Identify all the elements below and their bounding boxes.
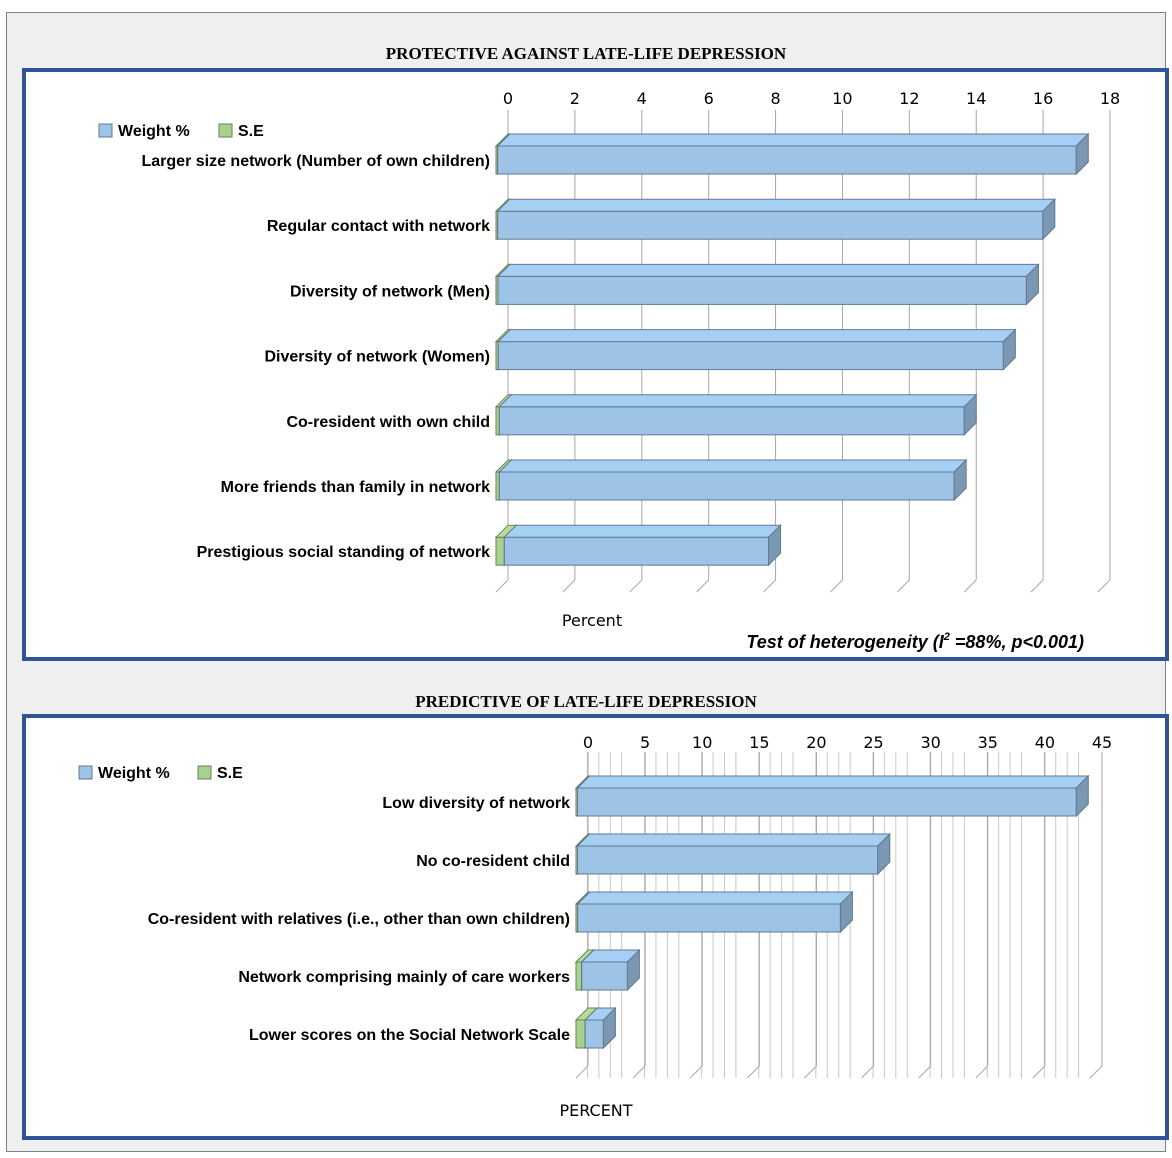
x-axis-title: Percent (562, 611, 622, 630)
floor-gridline (562, 579, 576, 593)
category-label: Diversity of network (Women) (264, 349, 490, 366)
category-label: Diversity of network (Men) (290, 283, 490, 300)
floor-gridline (689, 1065, 703, 1079)
x-tick-label: 10 (832, 89, 852, 108)
chart-title-protective: PROTECTIVE AGAINST LATE-LIFE DEPRESSION (385, 44, 787, 63)
bar-weight (496, 197, 1057, 241)
category-label: Low diversity of network (382, 795, 570, 812)
floor-gridline (1097, 579, 1111, 593)
category-label: Co-resident with own child (286, 414, 490, 431)
legend-label-weight: Weight % (98, 765, 170, 782)
bar-weight (497, 328, 1017, 371)
x-tick-label: 18 (1100, 89, 1120, 108)
bar-weight (576, 774, 1090, 818)
x-tick-label: 4 (637, 89, 647, 108)
legend-label-se: S.E (217, 765, 243, 782)
x-tick-label: 15 (749, 733, 769, 752)
floor-gridline (975, 1065, 989, 1079)
heterogeneity-note: Test of heterogeneity (I2 =88%, p<0.001) (746, 631, 1084, 652)
legend-swatch-weight (78, 765, 93, 780)
bar-weight (580, 948, 641, 992)
x-tick-label: 8 (770, 89, 780, 108)
chart-predictive: 0 5 10 15 20 25 30 35 40 45 Weight % S.E Low diversi… (78, 733, 1112, 1120)
category-label: Co-resident with relatives (i.e., other … (148, 911, 570, 928)
bar-weight (576, 832, 891, 876)
category-label: Network comprising mainly of care worker… (238, 969, 570, 986)
legend-swatch-weight (98, 123, 113, 138)
floor-gridline (629, 579, 643, 593)
category-label: Lower scores on the Social Network Scale (249, 1027, 570, 1044)
x-tick-label: 0 (583, 733, 593, 752)
x-tick-label: 20 (806, 733, 826, 752)
x-tick-label: 25 (863, 733, 883, 752)
x-tick-label: 0 (503, 89, 513, 108)
x-tick-label: 5 (640, 733, 650, 752)
floor-gridline (918, 1065, 932, 1079)
legend-swatch-se (197, 765, 212, 780)
floor-gridline (763, 579, 776, 593)
floor-gridline (1089, 1065, 1103, 1079)
bar-weight (503, 523, 782, 567)
floor-gridline (963, 579, 977, 593)
category-label: Prestigious social standing of network (197, 544, 490, 561)
x-tick-label: 16 (1033, 89, 1053, 108)
category-label: Larger size network (Number of own child… (142, 153, 491, 170)
panel-predictive: 0 5 10 15 20 25 30 35 40 45 Weight % S.E Low diversi… (22, 714, 1169, 1140)
floor-gridline (804, 1065, 817, 1079)
legend-label-weight: Weight % (118, 123, 190, 140)
floor-gridline (1030, 579, 1044, 593)
bar-weight (498, 393, 978, 437)
x-tick-label: 30 (920, 733, 940, 752)
x-tick-label: 35 (978, 733, 998, 752)
floor-gridline (632, 1065, 646, 1079)
x-tick-label: 12 (899, 89, 919, 108)
legend-swatch-se (218, 123, 233, 138)
floor-gridline (696, 579, 710, 593)
floor-gridline (1032, 1065, 1046, 1079)
x-tick-label: 40 (1035, 733, 1055, 752)
floor-gridline (861, 1065, 874, 1079)
x-tick-label: 2 (570, 89, 580, 108)
bar-weight (576, 890, 854, 934)
legend-label-se: S.E (238, 123, 264, 140)
bar-weight (498, 458, 968, 502)
x-tick-label: 14 (966, 89, 986, 108)
bar-weight (496, 132, 1090, 176)
x-axis-title: PERCENT (559, 1101, 632, 1120)
bar-weight (496, 263, 1040, 306)
category-label: Regular contact with network (267, 218, 490, 235)
x-tick-label: 10 (692, 733, 712, 752)
panel-protective: 0 2 4 6 8 10 12 14 16 18 Weight % S.E Larger size ne… (22, 68, 1169, 661)
chart-title-predictive: PREDICTIVE OF LATE-LIFE DEPRESSION (415, 692, 757, 711)
floor-gridline (896, 579, 910, 593)
x-tick-label: 45 (1092, 733, 1112, 752)
category-label: More friends than family in network (221, 479, 490, 496)
floor-gridline (830, 579, 843, 593)
bar-weight (583, 1006, 617, 1050)
floor-gridline (746, 1065, 760, 1079)
x-tick-label: 6 (704, 89, 714, 108)
chart-protective: 0 2 4 6 8 10 12 14 16 18 Weight % S.E Larger size ne… (98, 89, 1120, 652)
floor-gridline (495, 579, 509, 593)
category-label: No co-resident child (416, 853, 570, 870)
floor-gridline (575, 1065, 589, 1079)
